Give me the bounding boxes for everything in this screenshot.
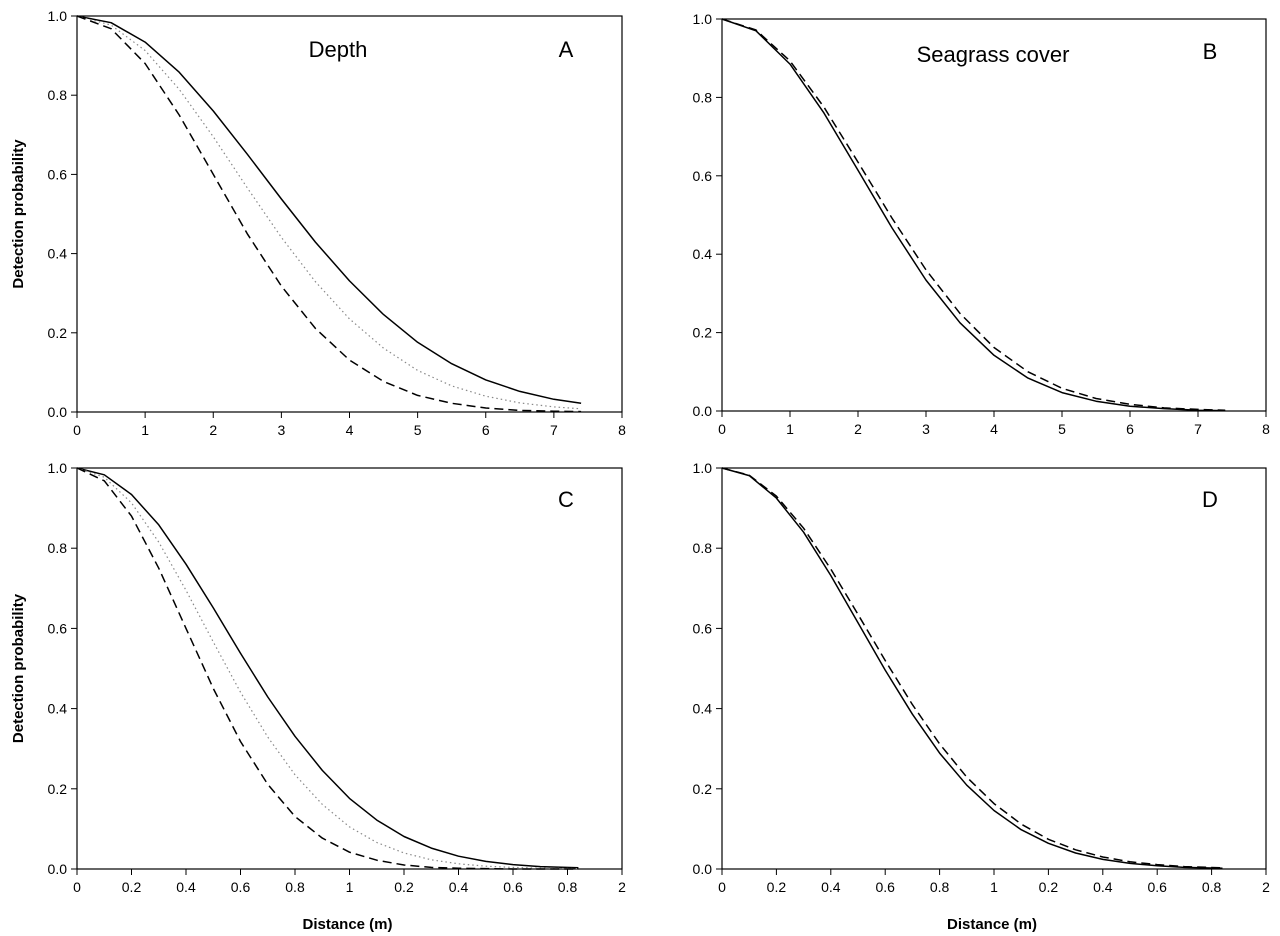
x-tick-label: 3 <box>922 421 930 437</box>
series-line-dashed <box>721 18 1226 411</box>
x-tick-label: 0 <box>718 879 726 895</box>
x-tick-label: 0.4 <box>1093 879 1113 895</box>
series-line-solid <box>76 15 582 405</box>
x-tick-label: 1 <box>141 422 149 438</box>
series-line-dashed <box>76 467 579 870</box>
x-tick-label: 2 <box>1262 879 1270 895</box>
y-tick-label: 1.0 <box>693 460 713 476</box>
x-tick-label: 5 <box>1058 421 1066 437</box>
x-tick-label: 0.8 <box>930 879 950 895</box>
x-tick-label: 0.4 <box>821 879 841 895</box>
y-tick-label: 0.2 <box>693 325 713 341</box>
series-line-dashed <box>76 15 582 413</box>
y-tick-label: 0.8 <box>693 89 713 105</box>
y-tick-label: 0.0 <box>693 861 713 877</box>
y-tick-label: 0.2 <box>48 781 68 797</box>
x-tick-label: 0.2 <box>767 879 787 895</box>
y-tick-label: 0.6 <box>48 166 68 182</box>
panel-letter: D <box>1202 487 1218 512</box>
y-tick-label: 0.0 <box>48 404 68 420</box>
x-tick-label: 2 <box>209 422 217 438</box>
y-tick-label: 1.0 <box>48 8 68 24</box>
y-tick-label: 0.4 <box>693 701 713 717</box>
y-tick-label: 1.0 <box>693 11 713 27</box>
plot-frame-A <box>76 15 623 413</box>
x-tick-label: 0.6 <box>231 879 251 895</box>
x-tick-label: 0.2 <box>394 879 414 895</box>
plot-frame-C <box>76 467 623 870</box>
series-line-solid <box>721 467 1223 869</box>
panel-letter: B <box>1203 39 1218 64</box>
y-axis-label: Detection probability <box>10 139 27 289</box>
x-axis-label: Distance (m) <box>947 916 1037 933</box>
x-tick-label: 0.6 <box>503 879 523 895</box>
panel-letter: C <box>558 487 574 512</box>
y-tick-label: 0.4 <box>693 246 713 262</box>
x-tick-label: 1 <box>346 879 354 895</box>
panel-letter: A <box>559 37 574 62</box>
y-tick-label: 0.0 <box>48 861 68 877</box>
y-tick-label: 0.4 <box>48 246 68 262</box>
plot-frame-B <box>721 18 1267 412</box>
y-tick-label: 0.2 <box>48 325 68 341</box>
x-tick-label: 0.8 <box>285 879 305 895</box>
panel-annotation: Seagrass cover <box>917 42 1070 67</box>
x-tick-label: 0.2 <box>122 879 142 895</box>
y-tick-label: 0.4 <box>48 701 68 717</box>
x-tick-label: 2 <box>854 421 862 437</box>
y-tick-label: 0.8 <box>48 87 68 103</box>
panel-annotation: Depth <box>309 37 368 62</box>
y-tick-label: 0.6 <box>693 168 713 184</box>
x-tick-label: 7 <box>550 422 558 438</box>
x-tick-label: 0.6 <box>1147 879 1167 895</box>
y-axis-label: Detection probability <box>10 593 27 743</box>
x-tick-label: 4 <box>346 422 354 438</box>
x-tick-label: 8 <box>1262 421 1270 437</box>
x-tick-label: 1 <box>786 421 794 437</box>
x-tick-label: 0 <box>73 422 81 438</box>
y-tick-label: 0.8 <box>693 540 713 556</box>
x-tick-label: 4 <box>990 421 998 437</box>
series-line-dotted <box>76 15 582 410</box>
y-tick-label: 0.6 <box>693 620 713 636</box>
series-line-dashed <box>721 467 1223 869</box>
x-tick-label: 1 <box>990 879 998 895</box>
x-tick-label: 0.4 <box>449 879 469 895</box>
series-line-solid <box>76 467 579 869</box>
y-tick-label: 0.6 <box>48 620 68 636</box>
y-tick-label: 0.2 <box>693 781 713 797</box>
x-tick-label: 6 <box>1126 421 1134 437</box>
x-tick-label: 3 <box>277 422 285 438</box>
x-tick-label: 5 <box>414 422 422 438</box>
x-axis-label: Distance (m) <box>302 916 392 933</box>
x-tick-label: 0.8 <box>558 879 578 895</box>
x-tick-label: 0 <box>73 879 81 895</box>
x-tick-label: 6 <box>482 422 490 438</box>
x-tick-label: 7 <box>1194 421 1202 437</box>
y-tick-label: 0.8 <box>48 540 68 556</box>
x-tick-label: 8 <box>618 422 626 438</box>
x-tick-label: 0.4 <box>176 879 196 895</box>
y-tick-label: 1.0 <box>48 460 68 476</box>
x-tick-label: 0.6 <box>875 879 895 895</box>
x-tick-label: 0 <box>718 421 726 437</box>
series-line-solid <box>721 18 1226 412</box>
series-line-dotted <box>76 467 579 870</box>
x-tick-label: 0.2 <box>1039 879 1059 895</box>
y-tick-label: 0.0 <box>693 403 713 419</box>
x-tick-label: 0.8 <box>1202 879 1222 895</box>
x-tick-label: 2 <box>618 879 626 895</box>
